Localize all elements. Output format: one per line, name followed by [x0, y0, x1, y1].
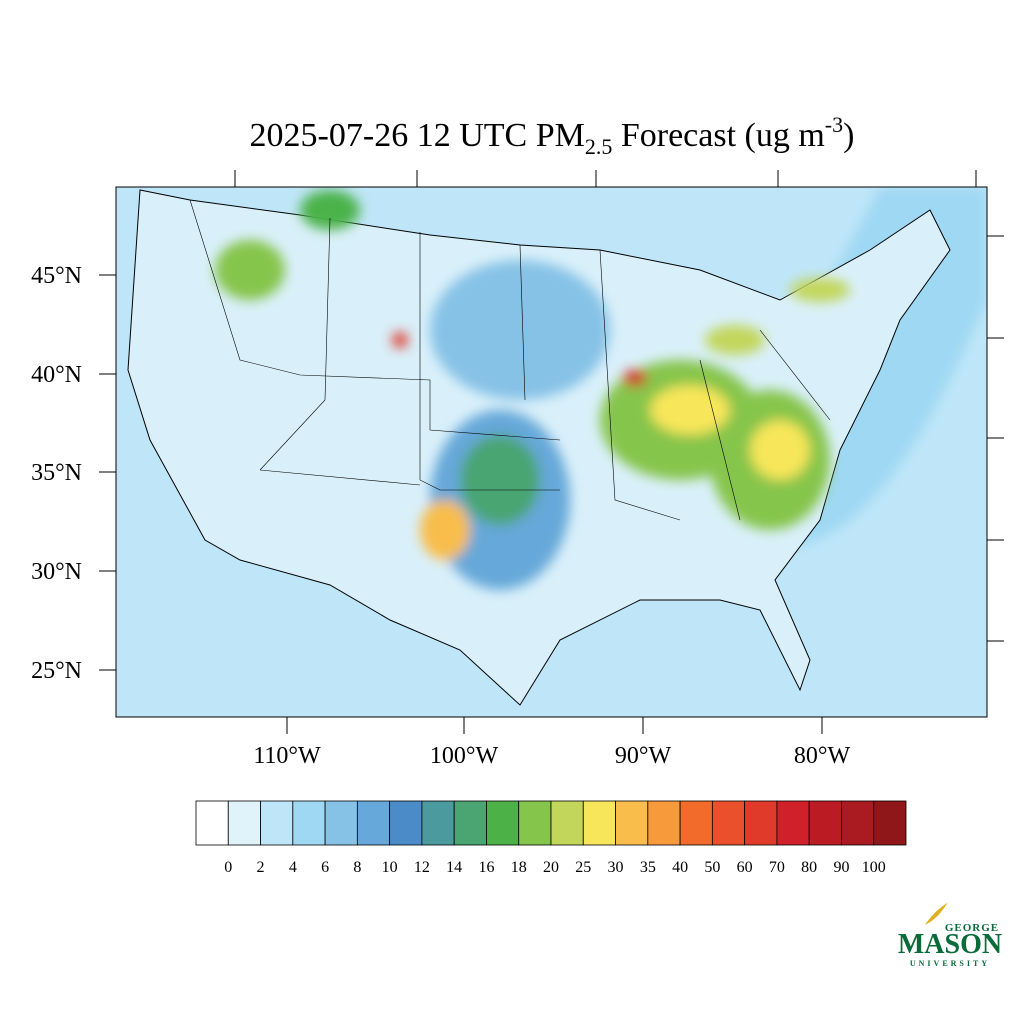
colorbar-box: [389, 800, 423, 846]
colorbar-box: [292, 800, 326, 846]
colorbar-box: [744, 800, 778, 846]
latitude-label: 25°N: [31, 658, 82, 684]
colorbar-label: 2: [257, 859, 265, 876]
title-text: Forecast (ug m: [612, 117, 824, 154]
colorbar-box: [421, 800, 455, 846]
colorbar-box: [776, 800, 810, 846]
colorbar-label: 6: [321, 859, 329, 876]
title-text: 2025-07-26 12 UTC PM: [250, 117, 585, 154]
colorbar-box: [582, 800, 616, 846]
colorbar-box: [808, 800, 842, 846]
colorbar-box: [356, 800, 391, 846]
map: [116, 187, 987, 717]
concentration-field: [215, 190, 850, 590]
latitude-label: 40°N: [31, 362, 82, 388]
longitude-label: 110°W: [253, 743, 321, 769]
colorbar-label: 30: [608, 859, 624, 876]
colorbar-box: [841, 800, 875, 846]
colorbar-label: 10: [382, 859, 398, 876]
logo-bottom: UNIVERSITY: [910, 959, 990, 968]
colorbar-label: 35: [640, 859, 656, 876]
colorbar-label: 100: [862, 859, 886, 876]
colorbar-label: 20: [543, 859, 559, 876]
title-text: ): [843, 117, 854, 154]
colorbar-label: 4: [289, 859, 297, 876]
colorbar-box: [615, 800, 649, 846]
colorbar-label: 50: [704, 859, 720, 876]
colorbar-box: [195, 800, 229, 846]
colorbar-label: 0: [224, 859, 232, 876]
colorbar-label: 8: [353, 859, 361, 876]
colorbar-label: 60: [737, 859, 753, 876]
colorbar-box: [260, 800, 294, 846]
colorbar-label: 18: [511, 859, 527, 876]
colorbar-label: 70: [769, 859, 785, 876]
colorbar-label: 90: [833, 859, 849, 876]
colorbar-box: [486, 800, 520, 846]
colorbar-label: 16: [478, 859, 494, 876]
colorbar-box: [711, 800, 746, 846]
colorbar-box: [550, 800, 584, 846]
longitude-label: 90°W: [615, 743, 672, 769]
latitude-label: 35°N: [31, 460, 82, 486]
latitude-label: 45°N: [31, 263, 82, 289]
longitude-labels: 110°W 100°W 90°W 80°W: [253, 743, 850, 769]
logo: GEORGE MASON UNIVERSITY: [898, 902, 1002, 968]
colorbar-label: 25: [575, 859, 591, 876]
longitude-label: 80°W: [794, 743, 851, 769]
longitude-label: 100°W: [430, 743, 499, 769]
title-subscript: 2.5: [585, 134, 613, 159]
logo-main: MASON: [898, 929, 1002, 960]
colorbar-box: [647, 800, 681, 846]
colorbar-box: [227, 800, 261, 846]
frame-ticks: [99, 170, 1004, 734]
latitude-label: 30°N: [31, 559, 82, 585]
colorbar-box: [873, 800, 907, 846]
colorbar-label: 12: [414, 859, 430, 876]
colorbar-box: [453, 800, 487, 846]
colorbar-label: 14: [446, 859, 462, 876]
map-frame: [115, 186, 988, 718]
title-superscript: -3: [825, 112, 843, 137]
colorbar-box: [518, 800, 552, 846]
title: 2025-07-26 12 UTC PM2.5 Forecast (ug m-3…: [250, 112, 855, 159]
colorbar-box: [324, 800, 358, 846]
colorbar: 0 2 4 6 8 10 12 14 16 18 20 25 30 35 40 50 60 70 80 90 100: [195, 800, 907, 876]
latitude-labels: 45°N 40°N 35°N 30°N 25°N: [31, 263, 82, 684]
logo-top: GEORGE: [945, 922, 999, 934]
colorbar-box: [679, 800, 713, 846]
colorbar-label: 80: [801, 859, 817, 876]
colorbar-label: 40: [672, 859, 688, 876]
borders: [189, 199, 831, 521]
